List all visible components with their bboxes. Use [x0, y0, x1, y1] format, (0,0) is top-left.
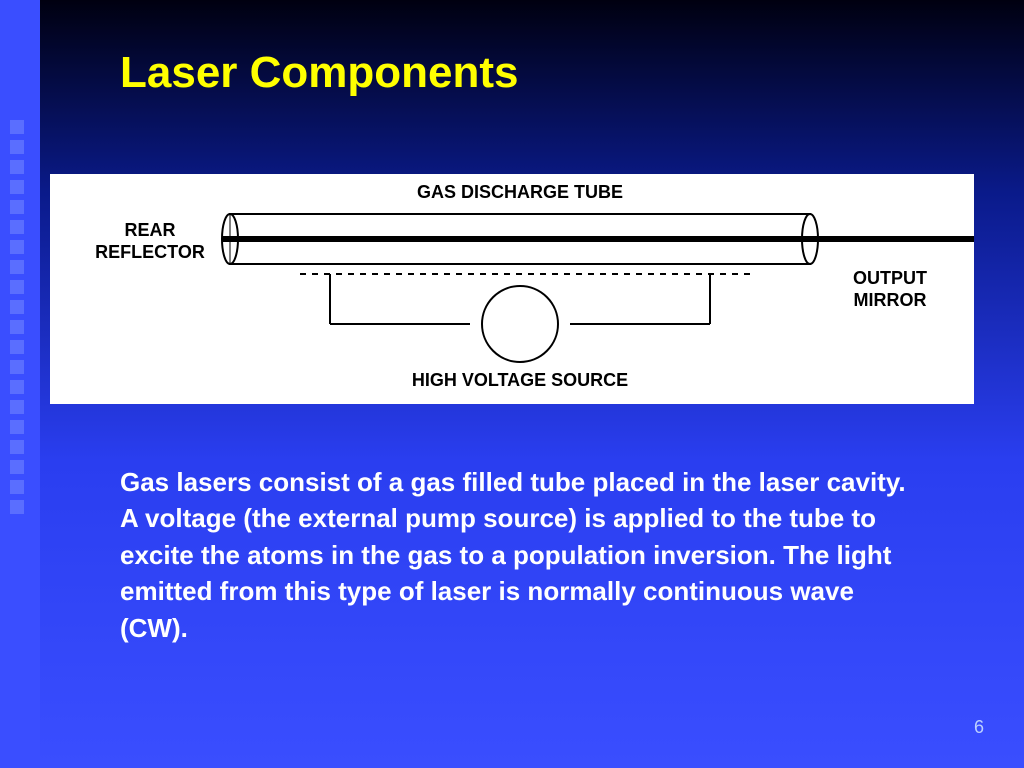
laser-diagram: GAS DISCHARGE TUBE HIGH VOLTAGE SOURCE REA…: [50, 174, 974, 404]
page-number: 6: [974, 717, 984, 738]
side-strip: [0, 0, 40, 768]
label-output-2: MIRROR: [854, 290, 927, 310]
label-gas-discharge-tube: GAS DISCHARGE TUBE: [417, 182, 623, 202]
label-rear-1: REAR: [124, 220, 175, 240]
decor-dot: [10, 240, 24, 254]
decor-dot: [10, 380, 24, 394]
decor-dots: [10, 120, 30, 520]
decor-dot: [10, 460, 24, 474]
decor-dot: [10, 440, 24, 454]
voltage-source: [482, 286, 558, 362]
label-output-1: OUTPUT: [853, 268, 927, 288]
slide-body-text: Gas lasers consist of a gas filled tube …: [120, 464, 920, 646]
decor-dot: [10, 140, 24, 154]
decor-dot: [10, 220, 24, 234]
label-high-voltage-source: HIGH VOLTAGE SOURCE: [412, 370, 628, 390]
decor-dot: [10, 420, 24, 434]
decor-dot: [10, 360, 24, 374]
label-rear-2: REFLECTOR: [95, 242, 205, 262]
decor-dot: [10, 200, 24, 214]
decor-dot: [10, 300, 24, 314]
decor-dot: [10, 180, 24, 194]
decor-dot: [10, 340, 24, 354]
slide: Laser Components GAS DISCHARGE TUBE HIGH …: [0, 0, 1024, 768]
decor-dot: [10, 120, 24, 134]
slide-title: Laser Components: [120, 48, 519, 98]
decor-dot: [10, 260, 24, 274]
decor-dot: [10, 500, 24, 514]
decor-dot: [10, 280, 24, 294]
decor-dot: [10, 480, 24, 494]
decor-dot: [10, 160, 24, 174]
decor-dot: [10, 320, 24, 334]
decor-dot: [10, 400, 24, 414]
